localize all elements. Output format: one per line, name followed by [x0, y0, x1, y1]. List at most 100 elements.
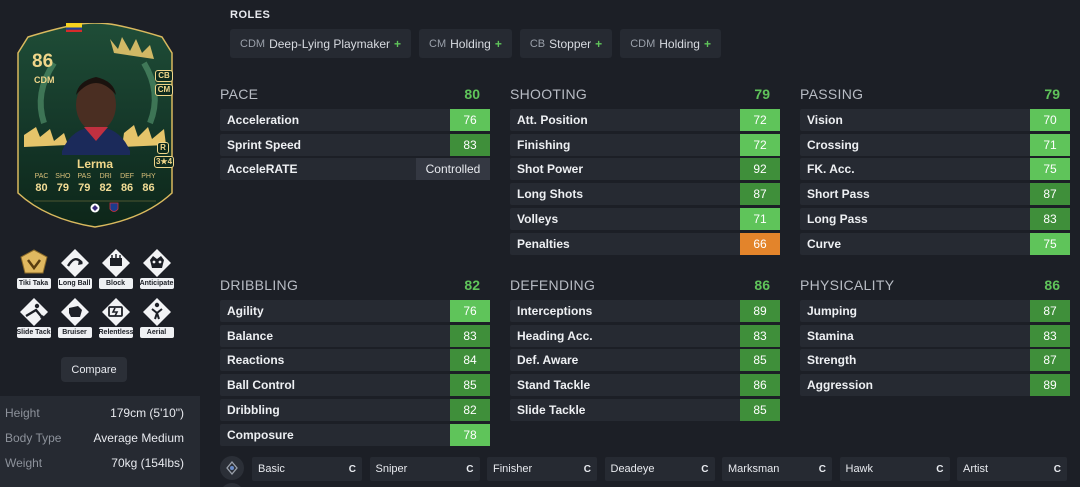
playstyle-bruiser[interactable]: Bruiser [54, 295, 95, 338]
chemistry-style-tile[interactable]: Marksman C [722, 457, 832, 481]
chemistry-style-name: Hawk [845, 463, 874, 475]
attribute-row[interactable]: Acceleration 76 [220, 108, 490, 131]
role-chip[interactable]: CDM Holding + [620, 29, 721, 58]
attribute-row[interactable]: Penalties 66 [510, 232, 780, 255]
card-stat-value: 80 [35, 182, 48, 194]
attribute-name: Long Shots [517, 187, 583, 202]
attribute-row[interactable]: Stand Tackle 86 [510, 374, 780, 397]
attribute-row[interactable]: Finishing 72 [510, 133, 780, 156]
chemistry-style-tile[interactable]: Artist C [957, 457, 1067, 481]
playstyle-label: Block [98, 278, 133, 289]
playstyle-block[interactable]: Block [95, 246, 136, 289]
playstyles-grid: Tiki Taka Long Ball Block Anticipate Slide T… [13, 246, 178, 338]
attribute-row[interactable]: Composure 78 [220, 423, 490, 446]
tiki-taka-icon [17, 246, 51, 280]
category-header: SHOOTING 79 [510, 82, 780, 106]
chemistry-style-tile[interactable]: Finisher C [487, 457, 597, 481]
role-position: CM [429, 37, 447, 50]
playstyle-tiki-taka[interactable]: Tiki Taka [13, 246, 54, 289]
playstyle-aerial[interactable]: Aerial [136, 295, 177, 338]
attribute-row[interactable]: Dribbling 82 [220, 398, 490, 421]
attribute-name: Dribbling [227, 402, 280, 417]
chemistry-style-tile[interactable]: Deadeye C [604, 457, 715, 481]
attribute-name: Vision [807, 112, 843, 127]
info-row-body-type: Body Type Average Medium [0, 425, 200, 450]
attribute-row[interactable]: Long Shots 87 [510, 183, 780, 206]
chemistry-style-icon[interactable] [220, 483, 244, 487]
role-chip[interactable]: CM Holding + [419, 29, 512, 58]
attribute-row[interactable]: Stamina 83 [800, 324, 1070, 347]
attribute-row[interactable]: Crossing 71 [800, 133, 1070, 156]
category-header: PACE 80 [220, 82, 490, 106]
category-name: DEFENDING [510, 277, 596, 293]
playstyle-slide-tackle[interactable]: Slide Tackle [13, 295, 54, 338]
attribute-value: 72 [740, 133, 780, 156]
chemistry-style-tile[interactable]: Sniper C [369, 457, 480, 481]
attribute-value: Controlled [416, 158, 490, 181]
playstyle-long-ball[interactable]: Long Ball [54, 246, 95, 289]
attribute-name: Def. Aware [517, 353, 579, 368]
attribute-row[interactable]: Aggression 89 [800, 374, 1070, 397]
attribute-row[interactable]: Strength 87 [800, 349, 1070, 372]
playstyle-relentless[interactable]: Relentless [95, 295, 136, 338]
attribute-row[interactable]: Interceptions 89 [510, 299, 780, 322]
attribute-name: Volleys [517, 211, 559, 226]
playstyle-label: Tiki Taka [16, 278, 51, 289]
attribute-row[interactable]: Reactions 84 [220, 349, 490, 372]
attribute-value: 86 [740, 374, 780, 397]
compare-button[interactable]: Compare [61, 357, 127, 382]
chemistry-style-tile[interactable]: Basic C [252, 457, 362, 481]
attribute-value: 83 [1030, 207, 1070, 230]
player-card[interactable]: 86 CDM CB CM R 3★4 Lerma PAC SHO PAS DRI… [14, 23, 176, 228]
chemistry-style-grade: C [348, 463, 356, 475]
attribute-value: 85 [740, 398, 780, 421]
chemistry-style-icon[interactable] [220, 456, 244, 480]
attribute-row[interactable]: Att. Position 72 [510, 108, 780, 131]
card-stat-value: 86 [142, 182, 155, 194]
attribute-name: Agility [227, 303, 264, 318]
role-chip[interactable]: CDM Deep-Lying Playmaker + [230, 29, 412, 58]
attribute-row[interactable]: Heading Acc. 83 [510, 324, 780, 347]
attribute-name: AcceleRATE [227, 162, 298, 177]
attribute-name: Reactions [227, 353, 285, 368]
chemistry-style-tile[interactable]: Hawk C [839, 457, 950, 481]
attribute-value: 75 [1030, 158, 1070, 181]
info-label: Body Type [5, 430, 62, 445]
attribute-row[interactable]: Ball Control 85 [220, 374, 490, 397]
attribute-name: Stamina [807, 328, 854, 343]
attribute-row[interactable]: Long Pass 83 [800, 207, 1070, 230]
attribute-row[interactable]: AcceleRATE Controlled [220, 158, 490, 181]
attribute-value: 71 [1030, 133, 1070, 156]
attribute-row[interactable]: Def. Aware 85 [510, 349, 780, 372]
preferred-foot: R [157, 142, 169, 154]
playstyle-anticipate[interactable]: Anticipate [136, 246, 177, 289]
attribute-row[interactable]: Sprint Speed 83 [220, 133, 490, 156]
attribute-name: Interceptions [517, 303, 593, 318]
info-value: 70kg (154lbs) [111, 455, 184, 470]
chemistry-style-name: Finisher [493, 463, 533, 475]
attribute-value: 84 [450, 349, 490, 372]
attribute-row[interactable]: Curve 75 [800, 232, 1070, 255]
attribute-row[interactable]: Volleys 71 [510, 207, 780, 230]
attribute-row[interactable]: Slide Tackle 85 [510, 398, 780, 421]
card-stat-values: 80 79 79 82 86 86 [31, 182, 159, 194]
attribute-row[interactable]: Short Pass 87 [800, 183, 1070, 206]
club-crest-icon [109, 202, 119, 212]
card-stat-label: SHO [55, 173, 71, 180]
attribute-row[interactable]: Jumping 87 [800, 299, 1070, 322]
attribute-row[interactable]: FK. Acc. 75 [800, 158, 1070, 181]
chemistry-style-name: Basic [258, 463, 285, 475]
attribute-row[interactable]: Vision 70 [800, 108, 1070, 131]
card-rating: 86 [32, 51, 54, 72]
category-name: PACE [220, 86, 259, 102]
attribute-row[interactable]: Agility 76 [220, 299, 490, 322]
aerial-icon [140, 295, 174, 329]
player-info: Height 179cm (5'10") Body Type Average M… [0, 396, 200, 487]
playstyle-label: Bruiser [57, 327, 92, 338]
attribute-name: Stand Tackle [517, 378, 591, 393]
attribute-row[interactable]: Shot Power 92 [510, 158, 780, 181]
attribute-name: FK. Acc. [807, 162, 855, 177]
role-chip[interactable]: CB Stopper + [519, 29, 613, 58]
card-stat-labels: PAC SHO PAS DRI DEF PHY [31, 173, 159, 180]
attribute-row[interactable]: Balance 83 [220, 324, 490, 347]
